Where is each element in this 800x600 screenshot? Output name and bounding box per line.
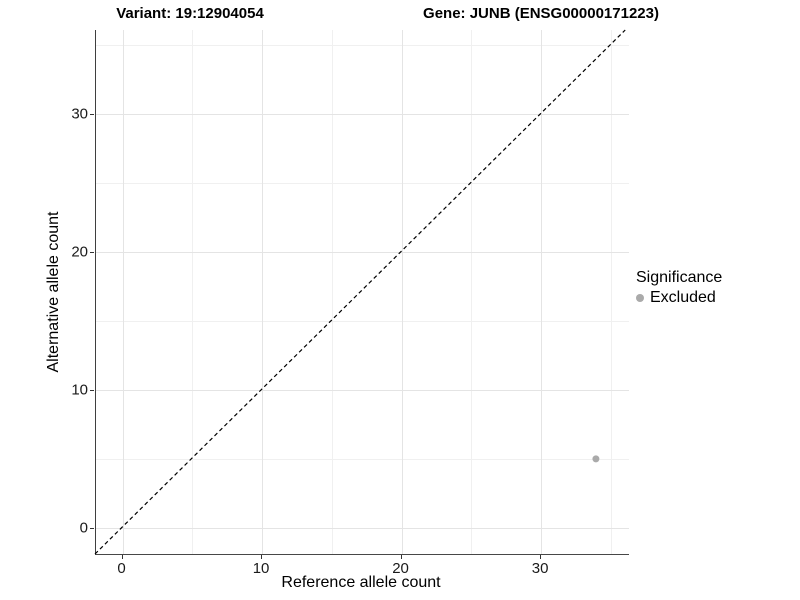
legend-item-excluded: Excluded (636, 289, 722, 307)
legend-item-label: Excluded (650, 289, 716, 306)
gridline-x-major (122, 30, 124, 554)
x-tick-mark (400, 555, 402, 559)
y-tick-mark (90, 527, 94, 529)
y-tick-label: 30 (71, 105, 88, 123)
gene-title: Gene: JUNB (ENSG00000171223) (423, 5, 659, 22)
gridline-y-major (96, 252, 629, 253)
variant-title: Variant: 19:12904054 (116, 5, 264, 22)
y-tick-mark (90, 389, 94, 391)
x-tick-label: 0 (117, 560, 126, 577)
legend: Significance Excluded (636, 269, 722, 307)
legend-title: Significance (636, 269, 723, 286)
y-axis-title: Alternative allele count (45, 211, 62, 373)
x-tick-mark (261, 555, 263, 559)
x-tick-label: 10 (252, 560, 270, 577)
y-tick-label: 10 (71, 381, 88, 399)
x-tick-mark (121, 555, 123, 559)
gridline-y-minor (96, 320, 629, 322)
x-tick-mark (540, 555, 542, 559)
gridline-x-minor (610, 30, 612, 554)
excluded-point-swatch-icon (636, 294, 644, 302)
gridline-y-major (96, 389, 629, 391)
gridline-y-minor (96, 183, 629, 185)
y-tick-mark (90, 114, 94, 116)
x-tick-label: 30 (531, 560, 549, 577)
gridline-x-major (262, 30, 264, 554)
gridline-x-minor (192, 30, 194, 554)
gridline-y-minor (96, 458, 629, 460)
plot-panel (95, 30, 629, 555)
y-tick-label: 20 (71, 243, 88, 261)
gridline-y-minor (96, 45, 629, 47)
gridline-x-minor (331, 30, 333, 554)
gridline-x-major (401, 30, 403, 554)
y-tick-label: 0 (79, 519, 88, 537)
x-axis-title: Reference allele count (281, 574, 441, 591)
gridline-x-major (541, 30, 543, 554)
gridline-y-major (96, 527, 629, 529)
gridline-y-major (96, 114, 629, 116)
y-tick-mark (90, 252, 94, 253)
x-tick-label: 20 (392, 560, 409, 577)
gridline-x-minor (471, 30, 473, 554)
